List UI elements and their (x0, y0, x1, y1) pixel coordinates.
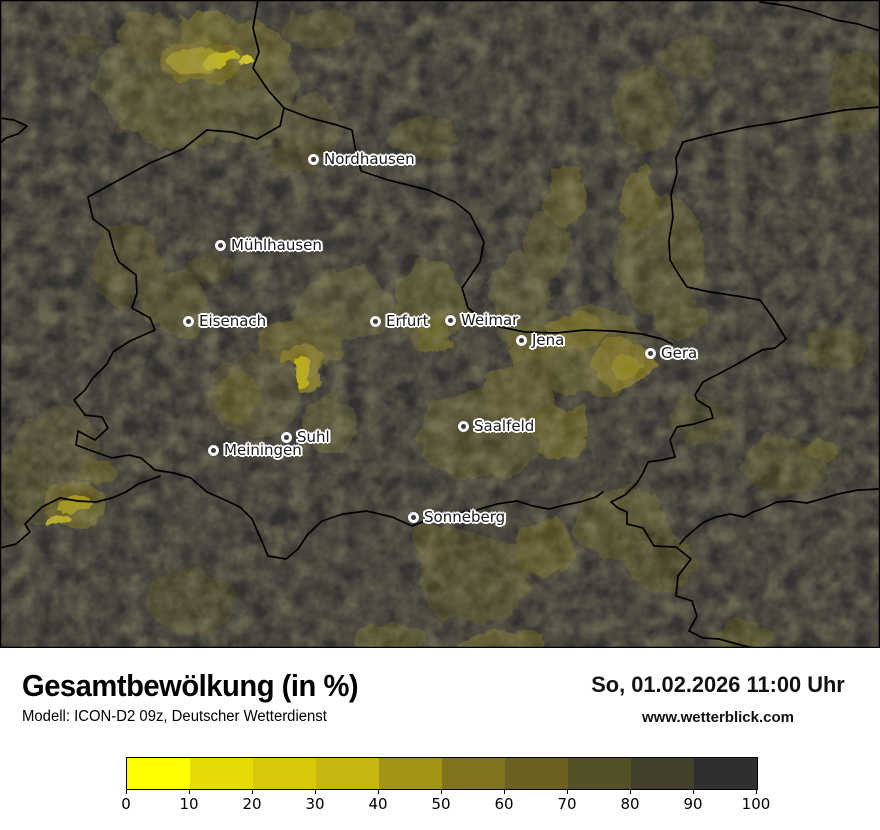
colorbar-segment (505, 758, 568, 789)
state-border-line (679, 488, 880, 545)
colorbar-tick-label: 30 (305, 795, 325, 813)
state-border-line (73, 0, 604, 560)
valid-datetime: So, 01.02.2026 11:00 Uhr (591, 672, 845, 697)
website-url: www.wetterblick.com (642, 709, 794, 726)
colorbar-tick-mark (567, 790, 568, 794)
state-border-line (0, 117, 28, 144)
colorbar (126, 757, 758, 790)
model-info: Modell: ICON-D2 09z, Deutscher Wetterdie… (22, 708, 327, 725)
state-border-line (610, 106, 880, 648)
colorbar-tick-mark (693, 790, 694, 794)
state-border-line (283, 107, 673, 345)
colorbar-tick-label: 10 (179, 795, 199, 813)
colorbar-tick-mark (630, 790, 631, 794)
colorbar-tick-mark (252, 790, 253, 794)
colorbar-segment (442, 758, 505, 789)
state-border-line (759, 1, 880, 32)
footer-panel: Gesamtbewölkung (in %) Modell: ICON-D2 0… (0, 648, 880, 830)
colorbar-segment (127, 758, 190, 789)
colorbar-segment (694, 758, 757, 789)
map-title: Gesamtbewölkung (in %) (22, 668, 359, 703)
colorbar-tick-label: 90 (683, 795, 703, 813)
colorbar-tick-label: 50 (431, 795, 451, 813)
weather-map: Nordhausen Mühlhausen Eisenach Erfurt Weimar… (0, 0, 880, 648)
colorbar-segment (316, 758, 379, 789)
cloud-cover-map-canvas (0, 0, 880, 648)
state-borders-layer (0, 0, 880, 648)
colorbar-tick-mark (189, 790, 190, 794)
colorbar-segment (253, 758, 316, 789)
colorbar-tick-label: 70 (557, 795, 577, 813)
colorbar-tick-label: 0 (121, 795, 131, 813)
colorbar-segment (379, 758, 442, 789)
colorbar-tick-label: 20 (242, 795, 262, 813)
colorbar-tick-mark (756, 790, 757, 794)
colorbar-tick-mark (504, 790, 505, 794)
colorbar-tick-label: 40 (368, 795, 388, 813)
colorbar-segment (568, 758, 631, 789)
colorbar-tick-mark (441, 790, 442, 794)
colorbar-segment (631, 758, 694, 789)
colorbar-tick-label: 80 (620, 795, 640, 813)
colorbar-tick-label: 60 (494, 795, 514, 813)
datetime-block: So, 01.02.2026 11:00 Uhr www.wetterblick… (558, 672, 878, 726)
colorbar-tick-label: 100 (741, 795, 771, 813)
colorbar-segment (190, 758, 253, 789)
colorbar-tick-mark (378, 790, 379, 794)
colorbar-tick-mark (315, 790, 316, 794)
cloud-speckle-texture (0, 0, 880, 648)
colorbar-tick-mark (126, 790, 127, 794)
state-border-line (0, 475, 161, 549)
